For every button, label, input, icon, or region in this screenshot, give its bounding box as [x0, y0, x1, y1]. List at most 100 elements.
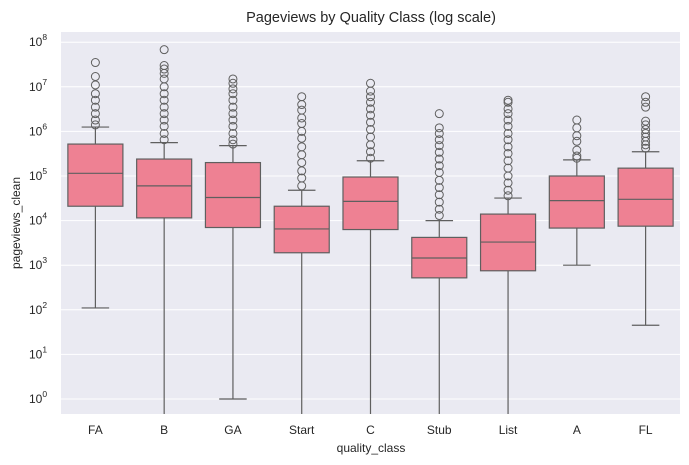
iqr-box	[548, 175, 605, 229]
outlier-point	[228, 109, 238, 119]
outlier-point	[366, 110, 375, 120]
outlier-point	[159, 45, 169, 55]
outlier-point	[503, 185, 513, 195]
y-tick-label: 107	[29, 77, 47, 94]
x-tick-label: Start	[289, 423, 315, 437]
outlier-point	[159, 135, 169, 145]
outlier-point	[228, 115, 238, 125]
outlier-point	[90, 58, 100, 68]
box-fa	[67, 58, 124, 309]
outlier-point	[503, 135, 513, 145]
iqr-box	[204, 161, 262, 229]
outlier-point	[228, 139, 238, 149]
outlier-point	[503, 121, 513, 131]
outlier-point	[503, 104, 513, 114]
outlier-point	[366, 104, 375, 114]
outlier-point	[366, 140, 375, 150]
outlier-point	[434, 190, 444, 200]
outlier-point	[297, 133, 307, 143]
iqr-box	[342, 176, 399, 231]
outlier-point	[641, 143, 651, 153]
y-tick-label: 100	[29, 389, 47, 406]
outlier-point	[90, 95, 100, 105]
outlier-point	[434, 183, 444, 193]
box-series	[67, 45, 674, 414]
x-tick-label: A	[573, 423, 581, 437]
box-stub	[411, 109, 468, 414]
y-tick-label: 101	[29, 344, 47, 361]
x-tick-label: FL	[639, 423, 653, 437]
outlier-point	[366, 92, 375, 102]
outlier-point	[366, 147, 375, 157]
outlier-point	[434, 211, 444, 221]
outlier-point	[159, 68, 169, 78]
outlier-point	[159, 64, 169, 74]
outlier-point	[503, 156, 513, 166]
x-tick-label: GA	[224, 423, 241, 437]
outlier-point	[572, 151, 582, 161]
outlier-point	[503, 115, 513, 125]
outlier-point	[572, 136, 582, 146]
outlier-point	[228, 74, 238, 84]
outlier-point	[228, 95, 238, 105]
outlier-point	[503, 128, 513, 138]
box-list	[479, 95, 537, 414]
box-b	[136, 45, 193, 414]
outlier-point	[503, 171, 513, 181]
outlier-point	[434, 175, 444, 185]
x-axis-label: quality_class	[337, 441, 406, 455]
box-fl	[617, 92, 674, 326]
outlier-point	[297, 113, 307, 123]
outlier-point	[90, 102, 100, 112]
outlier-point	[90, 109, 100, 119]
outlier-point	[366, 86, 375, 96]
y-tick-label: 103	[29, 255, 47, 272]
outlier-point	[159, 102, 169, 112]
y-tick-label: 104	[29, 211, 47, 228]
outlier-point	[503, 142, 513, 152]
x-tick-label: C	[366, 423, 375, 437]
outlier-point	[159, 121, 169, 131]
outlier-point	[434, 154, 444, 164]
outlier-point	[366, 117, 375, 127]
outlier-point	[366, 97, 375, 107]
outlier-point	[159, 95, 169, 105]
x-axis-ticks: FA B GA Start C Stub List A FL	[88, 423, 653, 437]
outlier-point	[366, 153, 375, 163]
x-tick-label: List	[499, 423, 518, 437]
outlier-point	[159, 89, 169, 99]
y-axis-ticks: 100 101 102 103 104 105 106 107 108	[29, 32, 47, 406]
outlier-point	[159, 82, 169, 92]
outlier-point	[434, 161, 444, 171]
outlier-point	[228, 128, 238, 138]
outlier-point	[434, 141, 444, 151]
outlier-point	[503, 148, 513, 158]
outlier-point	[641, 140, 651, 150]
outlier-point	[503, 178, 513, 188]
outlier-point	[503, 191, 513, 201]
outlier-point	[228, 102, 238, 112]
outlier-point	[434, 135, 444, 145]
outlier-point	[366, 125, 375, 135]
outlier-point	[503, 109, 513, 119]
y-tick-label: 106	[29, 121, 47, 138]
outlier-point	[572, 153, 582, 163]
outlier-point	[434, 109, 444, 119]
outlier-point	[641, 136, 651, 146]
chart-title: Pageviews by Quality Class (log scale)	[246, 10, 496, 26]
x-tick-label: Stub	[427, 423, 452, 437]
iqr-box	[136, 158, 193, 219]
outlier-point	[159, 109, 169, 119]
outlier-point	[641, 120, 651, 130]
iqr-box	[67, 143, 124, 207]
outlier-point	[297, 126, 307, 136]
outlier-point	[90, 120, 100, 130]
outlier-point	[434, 197, 444, 207]
outlier-point	[434, 123, 444, 133]
outlier-point	[90, 89, 100, 99]
outlier-point	[159, 115, 169, 125]
outlier-point	[503, 97, 513, 107]
outlier-point	[641, 125, 651, 135]
y-tick-label: 105	[29, 166, 47, 183]
